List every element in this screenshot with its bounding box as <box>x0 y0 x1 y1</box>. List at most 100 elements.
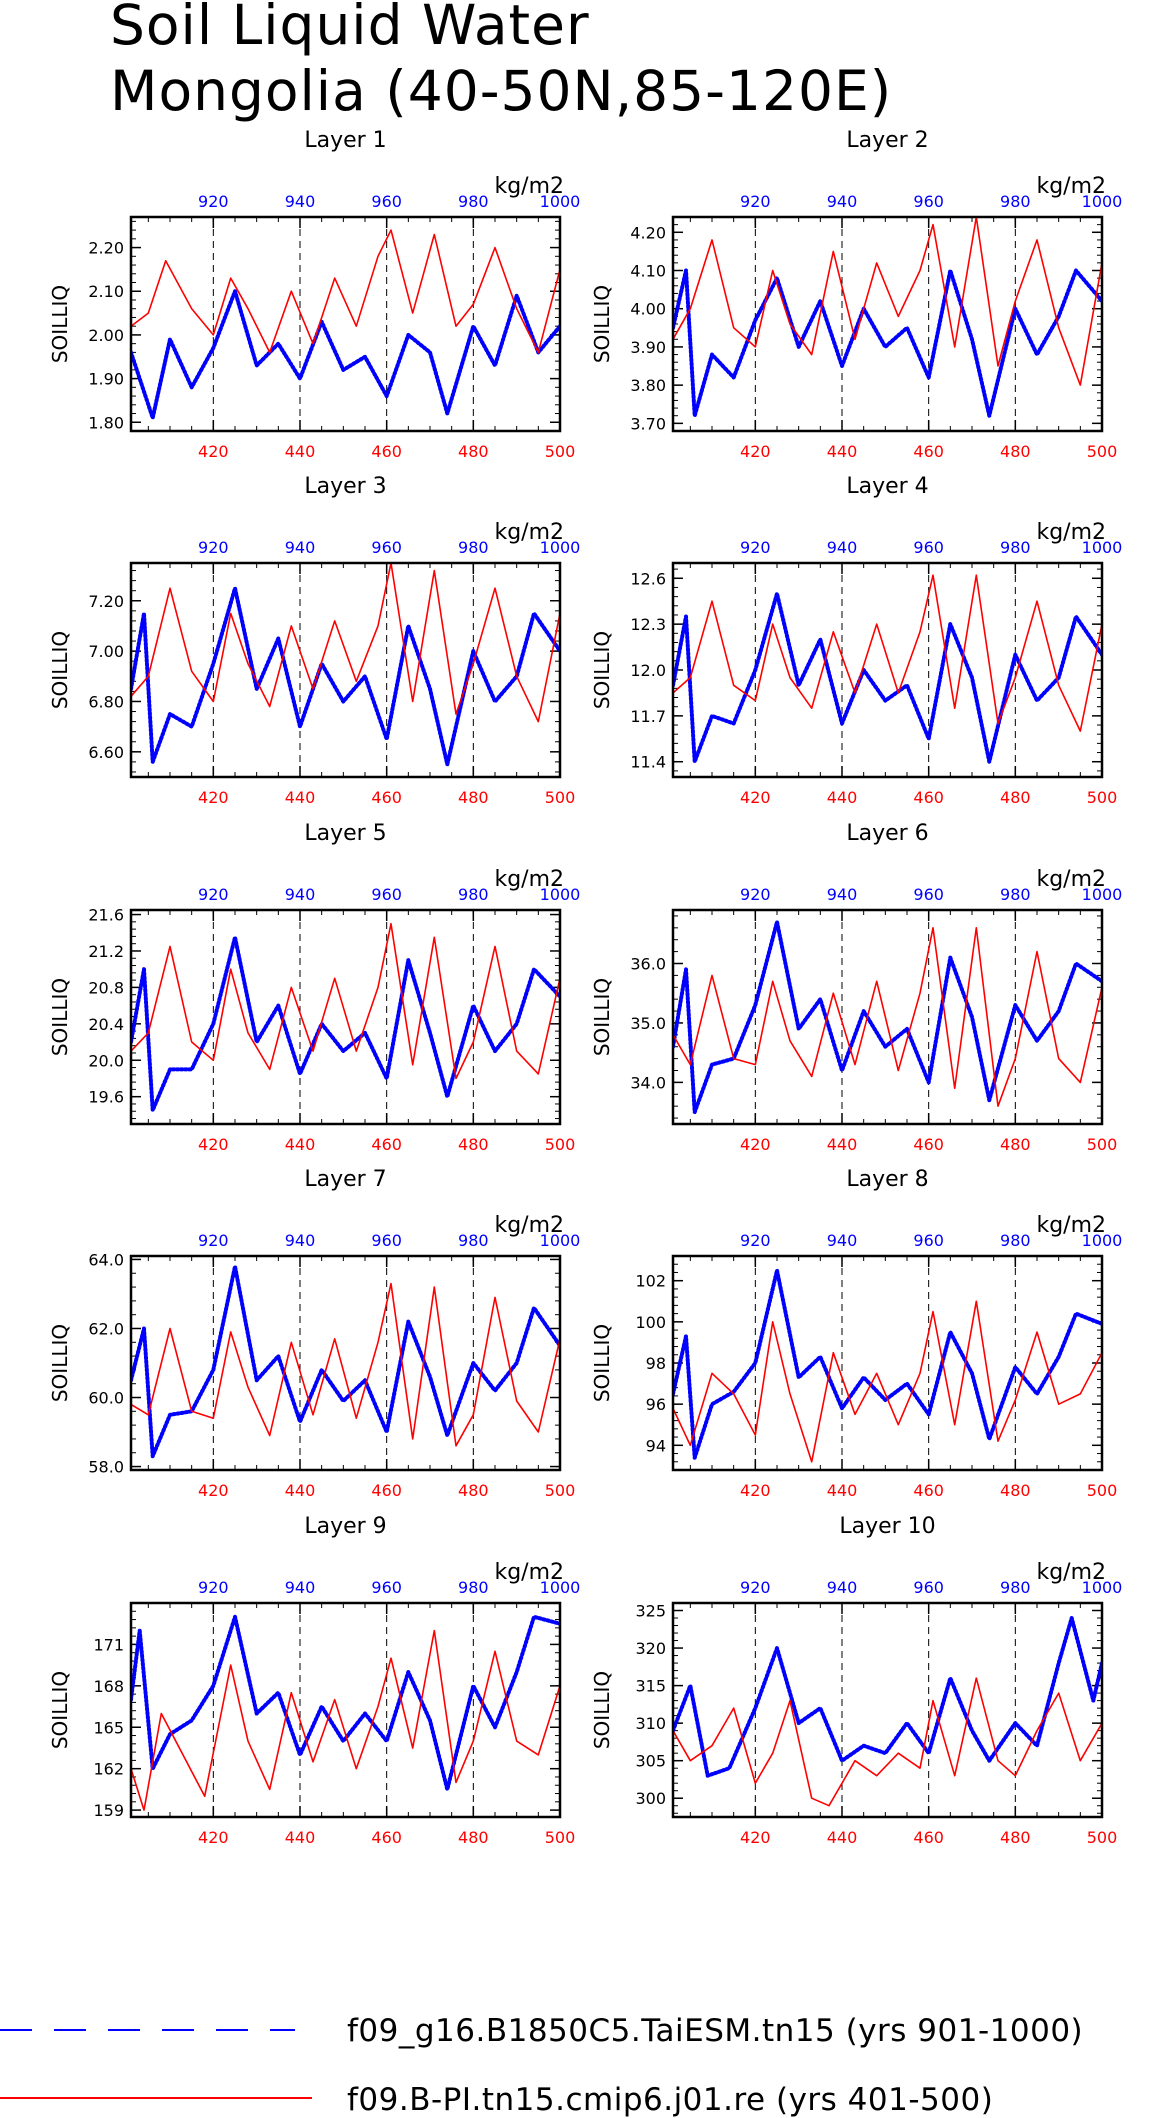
x-top-tick-label: 920 <box>198 1231 229 1250</box>
top-axis-unit: kg/m2 <box>494 520 564 545</box>
legend: f09_g16.B1850C5.TaiESM.tn15 (yrs 901-100… <box>0 2013 1083 2118</box>
x-bottom-tick-label: 500 <box>1087 442 1118 461</box>
y-tick-label: 162 <box>93 1760 124 1779</box>
x-bottom-tick-label: 500 <box>545 1135 576 1154</box>
y-tick-label: 12.6 <box>630 569 666 588</box>
y-axis-label: SOILLIQ <box>590 631 614 709</box>
y-tick-label: 21.6 <box>88 906 124 925</box>
x-bottom-tick-label: 500 <box>545 442 576 461</box>
y-tick-label: 7.00 <box>88 642 124 661</box>
plot-frame <box>671 1601 1104 1819</box>
x-top-tick-label: 940 <box>827 1231 858 1250</box>
x-bottom-tick-label: 500 <box>545 788 576 807</box>
x-top-tick-label: 1000 <box>1082 192 1123 211</box>
y-tick-label: 1.80 <box>88 413 124 432</box>
y-tick-label: 36.0 <box>630 955 666 974</box>
panel-title: Layer 4 <box>846 474 928 499</box>
y-tick-label: 12.0 <box>630 661 666 680</box>
x-top-tick-label: 1000 <box>1082 1578 1123 1597</box>
y-tick-label: 2.20 <box>88 239 124 258</box>
y-tick-label: 19.6 <box>88 1088 124 1107</box>
panel-title: Layer 1 <box>304 128 386 153</box>
y-tick-label: 60.0 <box>88 1389 124 1408</box>
x-top-tick-label: 960 <box>371 1578 402 1597</box>
x-top-tick-label: 960 <box>371 538 402 557</box>
x-bottom-tick-label: 480 <box>1000 1481 1031 1500</box>
y-tick-label: 94 <box>646 1436 666 1455</box>
x-top-tick-label: 980 <box>1000 1578 1031 1597</box>
y-axis-label: SOILLIQ <box>48 978 72 1056</box>
x-top-tick-label: 1000 <box>540 1578 581 1597</box>
x-top-tick-label: 980 <box>1000 192 1031 211</box>
y-tick-label: 35.0 <box>630 1014 666 1033</box>
y-tick-label: 300 <box>635 1789 666 1808</box>
chart-panel-6: Layer 6 kg/m2 SOILLIQ 34.0 35.0 36.0 420 440 460… <box>590 821 1122 1154</box>
top-axis-unit: kg/m2 <box>1036 1560 1106 1585</box>
x-top-tick-label: 1000 <box>540 192 581 211</box>
y-axis-label: SOILLIQ <box>590 978 614 1056</box>
plot-frame <box>129 561 562 779</box>
x-top-tick-label: 940 <box>285 538 316 557</box>
x-bottom-tick-label: 500 <box>1087 1828 1118 1847</box>
x-bottom-tick-label: 420 <box>740 1135 771 1154</box>
top-axis-unit: kg/m2 <box>1036 174 1106 199</box>
x-bottom-tick-label: 460 <box>371 1481 402 1500</box>
y-tick-label: 20.4 <box>88 1015 124 1034</box>
figure-title-line2: Mongolia (40-50N,85-120E) <box>110 59 892 123</box>
x-top-tick-label: 1000 <box>1082 538 1123 557</box>
x-top-tick-label: 980 <box>458 1231 489 1250</box>
x-top-tick-label: 960 <box>913 885 944 904</box>
plot-frame <box>129 908 562 1126</box>
y-tick-label: 159 <box>93 1801 124 1820</box>
series-line-red <box>673 1300 1102 1463</box>
series-line-red <box>131 229 560 354</box>
x-bottom-tick-label: 500 <box>1087 1481 1118 1500</box>
series-line-blue <box>673 919 1102 1115</box>
series-line-red <box>131 563 560 723</box>
x-bottom-tick-label: 460 <box>913 788 944 807</box>
x-top-tick-label: 1000 <box>540 1231 581 1250</box>
plot-frame <box>671 215 1104 433</box>
x-top-tick-label: 980 <box>458 885 489 904</box>
x-bottom-tick-label: 480 <box>458 1828 489 1847</box>
x-top-tick-label: 940 <box>285 885 316 904</box>
x-top-tick-label: 980 <box>1000 885 1031 904</box>
figure-title-line1: Soil Liquid Water <box>110 0 590 57</box>
x-top-tick-label: 920 <box>198 885 229 904</box>
x-bottom-tick-label: 420 <box>198 788 229 807</box>
y-tick-label: 62.0 <box>88 1319 124 1338</box>
x-bottom-tick-label: 460 <box>913 1135 944 1154</box>
x-top-tick-label: 980 <box>1000 1231 1031 1250</box>
x-bottom-tick-label: 460 <box>371 1828 402 1847</box>
x-top-tick-label: 920 <box>740 538 771 557</box>
chart-panel-3: Layer 3 kg/m2 SOILLIQ 6.60 6.80 7.00 7.20 420 44… <box>48 474 580 807</box>
y-tick-label: 34.0 <box>630 1073 666 1092</box>
x-bottom-tick-label: 480 <box>458 1481 489 1500</box>
chart-panel-7: Layer 7 kg/m2 SOILLIQ 58.0 60.0 62.0 64.0 420 44… <box>48 1167 580 1500</box>
y-tick-label: 1.90 <box>88 370 124 389</box>
y-tick-label: 64.0 <box>88 1250 124 1269</box>
x-top-tick-label: 980 <box>458 192 489 211</box>
y-tick-label: 3.80 <box>630 376 666 395</box>
series-line-blue <box>131 1614 560 1792</box>
plot-frame <box>671 908 1104 1126</box>
x-bottom-tick-label: 420 <box>740 788 771 807</box>
top-axis-unit: kg/m2 <box>494 1560 564 1585</box>
y-tick-label: 100 <box>635 1313 666 1332</box>
top-axis-unit: kg/m2 <box>1036 867 1106 892</box>
y-tick-label: 325 <box>635 1602 666 1621</box>
x-bottom-tick-label: 420 <box>740 1481 771 1500</box>
x-bottom-tick-label: 460 <box>371 442 402 461</box>
y-axis-label: SOILLIQ <box>48 1671 72 1749</box>
x-top-tick-label: 940 <box>285 192 316 211</box>
series-line-blue <box>673 268 1102 418</box>
x-bottom-tick-label: 460 <box>371 1135 402 1154</box>
x-bottom-tick-label: 480 <box>1000 442 1031 461</box>
x-bottom-tick-label: 440 <box>285 1135 316 1154</box>
panel-title: Layer 9 <box>304 1514 386 1539</box>
y-tick-label: 4.20 <box>630 223 666 242</box>
plot-frame <box>671 1254 1104 1472</box>
y-tick-label: 3.70 <box>630 414 666 433</box>
x-top-tick-label: 960 <box>913 538 944 557</box>
